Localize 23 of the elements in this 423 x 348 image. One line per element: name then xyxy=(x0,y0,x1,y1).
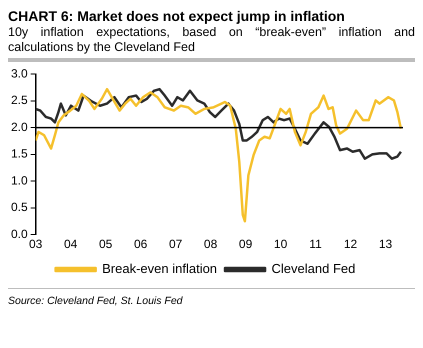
x-tick-label: 03 xyxy=(29,237,43,252)
x-tick-label: 11 xyxy=(309,237,322,252)
y-tick-label: 1.0 xyxy=(10,173,28,188)
x-tick-label: 06 xyxy=(134,237,148,252)
x-tick-label: 10 xyxy=(274,237,288,252)
x-tick-label: 13 xyxy=(378,237,393,252)
x-tick-label: 09 xyxy=(238,237,253,252)
y-tick-label: 1.5 xyxy=(10,146,28,161)
y-tick-label: 3.0 xyxy=(10,66,28,81)
x-tick-label: 05 xyxy=(98,237,113,252)
chart-title: CHART 6: Market does not expect jump in inflation xyxy=(8,8,346,25)
legend-label: Break-even inflation xyxy=(102,261,218,276)
y-tick-label: 0.0 xyxy=(10,226,28,241)
x-tick-label: 04 xyxy=(64,237,78,252)
x-tick-label: 12 xyxy=(344,237,358,252)
x-tick-label: 07 xyxy=(168,237,183,252)
x-tick-label: 08 xyxy=(204,237,218,252)
source-note: Source: Cleveland Fed, St. Louis Fed xyxy=(8,295,184,307)
chart-subtitle: 10y inflation expectations, based on “break-even” inflation and calculations by the Cleveland Fed xyxy=(8,25,415,55)
y-tick-label: 2.5 xyxy=(10,93,28,108)
legend-label: Cleveland Fed xyxy=(272,261,356,276)
y-tick-label: 0.5 xyxy=(10,200,28,214)
y-tick-label: 2.0 xyxy=(10,120,28,134)
